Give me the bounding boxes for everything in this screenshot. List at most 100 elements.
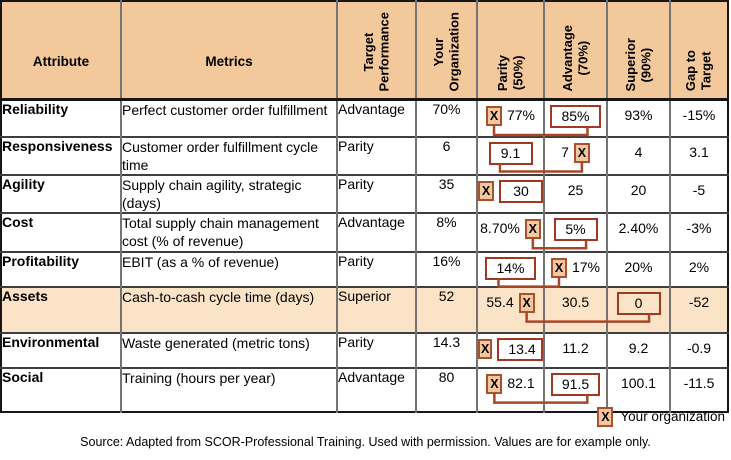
- cell-gap: 3.1: [669, 135, 728, 175]
- metric-value: 77%: [506, 107, 536, 123]
- your-org-marker-icon: X: [597, 407, 614, 427]
- cell-superior: 20%: [606, 250, 670, 287]
- cell-superior: 4: [606, 135, 670, 175]
- table-row: Profitability EBIT (as a % of revenue) Par…: [1, 250, 728, 287]
- cell-parity: X 77%: [476, 98, 544, 137]
- cell-advantage: 91.5: [543, 366, 607, 412]
- your-org-marker-icon: X: [518, 292, 535, 313]
- metric-value: -5: [692, 181, 706, 198]
- your-org-marker-icon: X: [486, 373, 503, 394]
- cell-parity: X 82.1: [476, 366, 544, 412]
- metric-value: 9.2: [628, 339, 649, 356]
- legend: X Your organization: [597, 405, 725, 427]
- metric-value: 2.40%: [618, 220, 659, 237]
- table-row: Social Training (hours per year) Advantage…: [1, 366, 728, 412]
- cell-metrics: Perfect customer order fulfillment: [120, 98, 337, 137]
- cell-advantage: X 17%: [543, 250, 607, 287]
- source-citation: Source: Adapted from SCOR-Professional T…: [80, 435, 651, 449]
- metric-value: 7: [561, 143, 569, 160]
- cell-advantage: 11.2: [543, 331, 607, 368]
- metric-value: -11.5: [683, 374, 715, 391]
- metric-value: 93%: [624, 107, 653, 123]
- table-row: Responsiveness Customer order fulfillment…: [1, 135, 728, 175]
- cell-target-performance: Parity: [336, 135, 416, 175]
- cell-metrics: Cash-to-cash cycle time (days): [120, 285, 337, 333]
- table-body: Reliability Perfect customer order fulfil…: [1, 98, 728, 412]
- cell-parity: 14%: [476, 250, 544, 287]
- cell-superior: 93%: [606, 98, 670, 137]
- cell-your-organization: 8%: [415, 212, 477, 252]
- table-row: Reliability Perfect customer order fulfil…: [1, 98, 728, 137]
- cell-your-organization: 6: [415, 135, 477, 175]
- metric-value: 30.5: [561, 293, 590, 310]
- your-org-marker-icon: X: [485, 106, 502, 126]
- cell-attribute: Environmental: [1, 331, 121, 368]
- cell-target-performance: Parity: [336, 250, 416, 287]
- cell-metrics: Customer order fulfillment cycle time: [120, 135, 337, 175]
- cell-advantage: 30.5: [543, 285, 607, 333]
- target-level-box: 13.4: [497, 337, 543, 361]
- target-level-box: 9.1: [488, 141, 533, 165]
- cell-parity: X 30: [476, 173, 544, 214]
- your-org-marker-icon: X: [573, 142, 590, 163]
- cell-superior: 2.40%: [606, 212, 670, 252]
- column-header-attribute: Attribute: [1, 1, 121, 101]
- cell-metrics: Supply chain agility, strategic (days): [120, 173, 337, 214]
- metric-value: -0.9: [686, 339, 712, 356]
- cell-gap: -5: [669, 173, 728, 214]
- cell-attribute: Responsiveness: [1, 135, 121, 175]
- metric-value: 4: [634, 143, 643, 160]
- cell-gap: -15%: [669, 98, 728, 137]
- metric-value: 25: [567, 181, 584, 198]
- column-header-target-performance: Target Performance: [336, 1, 416, 101]
- your-org-marker-icon: X: [479, 180, 494, 201]
- metric-value: 11.2: [562, 339, 589, 356]
- target-level-box: 14%: [485, 256, 536, 280]
- cell-superior: 9.2: [606, 331, 670, 368]
- your-org-marker-icon: X: [524, 219, 541, 240]
- column-header-advantage: Advantage (70%): [543, 1, 607, 101]
- metric-value: 82.1: [507, 374, 535, 391]
- cell-gap: -52: [669, 285, 728, 333]
- metric-value: -3%: [686, 220, 712, 237]
- cell-attribute: Cost: [1, 212, 121, 252]
- target-level-box: 91.5: [550, 372, 601, 396]
- target-level-box: 30: [499, 179, 543, 203]
- cell-superior: 0: [606, 285, 670, 333]
- column-header-gap-to-target: Gap to Target: [669, 1, 728, 101]
- cell-target-performance: Parity: [336, 331, 416, 368]
- cell-target-performance: Parity: [336, 173, 416, 214]
- cell-your-organization: 14.3: [415, 331, 477, 368]
- metric-value: 2%: [688, 258, 710, 275]
- metric-value: 55.4: [486, 293, 514, 310]
- cell-attribute: Reliability: [1, 98, 121, 137]
- cell-superior: 100.1: [606, 366, 670, 412]
- column-header-label: Gap to Target: [683, 49, 714, 91]
- column-header-parity: Parity (50%): [476, 1, 544, 101]
- cell-parity: X 13.4: [476, 331, 544, 368]
- cell-target-performance: Advantage: [336, 212, 416, 252]
- metric-value: -52: [688, 293, 710, 310]
- metric-value: 3.1: [689, 143, 709, 160]
- cell-your-organization: 35: [415, 173, 477, 214]
- column-header-label: Advantage (70%): [559, 24, 591, 91]
- cell-your-organization: 16%: [415, 250, 477, 287]
- legend-label: Your organization: [620, 408, 725, 424]
- column-header-your-organization: Your Organization: [415, 1, 477, 101]
- column-header-label: Attribute: [32, 53, 90, 69]
- header-row: Attribute Metrics Target Performance Your O…: [1, 1, 728, 101]
- column-header-label: Target Performance: [360, 11, 392, 91]
- cell-gap: 2%: [669, 250, 728, 287]
- cell-gap: -11.5: [669, 366, 728, 412]
- your-org-marker-icon: X: [550, 257, 567, 278]
- metric-value: 20%: [624, 258, 653, 275]
- metric-value: -15%: [682, 107, 716, 123]
- column-header-superior: Superior (90%): [606, 1, 670, 101]
- cell-attribute: Social: [1, 366, 121, 412]
- metric-value: 100.1: [620, 374, 657, 391]
- cell-your-organization: 52: [415, 285, 477, 333]
- cell-advantage: 5%: [543, 212, 607, 252]
- cell-metrics: EBIT (as a % of revenue): [120, 250, 337, 287]
- cell-target-performance: Advantage: [336, 366, 416, 412]
